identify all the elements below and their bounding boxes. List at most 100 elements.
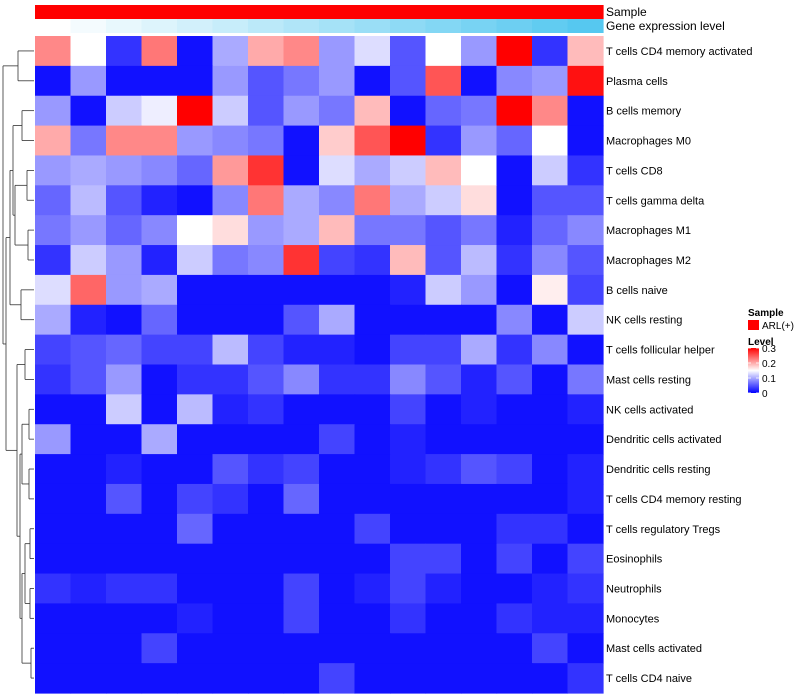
heatmap-cell bbox=[35, 454, 72, 485]
heatmap-cell bbox=[141, 543, 178, 575]
annotation-cell-Sample bbox=[141, 5, 178, 19]
heatmap-cell bbox=[425, 663, 462, 694]
heatmap-cell bbox=[425, 65, 462, 97]
heatmap-cell bbox=[496, 483, 533, 515]
heatmap-cell bbox=[390, 424, 427, 455]
heatmap-cell bbox=[461, 304, 498, 336]
heatmap-cell bbox=[212, 215, 249, 246]
heatmap-cell bbox=[283, 65, 320, 97]
heatmap-cell bbox=[496, 125, 533, 157]
heatmap-cell bbox=[319, 155, 356, 186]
annotation-cell-Sample bbox=[70, 5, 107, 19]
heatmap-cell bbox=[390, 573, 427, 605]
heatmap-cell bbox=[212, 543, 249, 575]
heatmap-cell bbox=[106, 603, 143, 634]
heatmap-cell bbox=[567, 603, 604, 634]
heatmap-cell bbox=[461, 274, 498, 306]
heatmap-cell bbox=[177, 364, 214, 395]
heatmap-cell bbox=[106, 65, 143, 97]
heatmap-cell bbox=[532, 424, 569, 455]
heatmap-cell bbox=[319, 633, 356, 664]
heatmap-cell bbox=[425, 633, 462, 664]
heatmap-cell bbox=[496, 513, 533, 545]
heatmap-cell bbox=[70, 36, 107, 67]
heatmap-cell bbox=[496, 603, 533, 634]
heatmap-cell bbox=[35, 364, 72, 395]
legend-level-title: Level bbox=[748, 337, 774, 348]
heatmap-cell bbox=[319, 424, 356, 455]
annotation-cell-Sample bbox=[496, 5, 533, 19]
heatmap-cell bbox=[106, 633, 143, 664]
row-dendrogram bbox=[2, 50, 34, 679]
annotation-cell-gene-expression bbox=[461, 19, 498, 33]
heatmap-cell bbox=[212, 125, 249, 157]
heatmap-cell bbox=[532, 304, 569, 336]
heatmap-cell bbox=[106, 513, 143, 545]
row-label: B cells memory bbox=[606, 106, 682, 118]
heatmap-cell bbox=[141, 155, 178, 186]
heatmap-cell bbox=[567, 364, 604, 395]
heatmap-cell bbox=[461, 424, 498, 455]
heatmap-cell bbox=[390, 245, 427, 276]
heatmap-cell bbox=[496, 36, 533, 67]
heatmap-cell bbox=[567, 633, 604, 664]
row-label: NK cells activated bbox=[606, 404, 693, 416]
annotation-cell-gene-expression bbox=[319, 19, 356, 33]
annotation-cell-gene-expression bbox=[212, 19, 249, 33]
annotation-cell-Sample bbox=[319, 5, 356, 19]
row-label: Plasma cells bbox=[606, 76, 668, 88]
heatmap-cell bbox=[390, 543, 427, 575]
heatmap-cell bbox=[425, 454, 462, 485]
heatmap-cell bbox=[106, 364, 143, 395]
heatmap-cell bbox=[212, 663, 249, 694]
heatmap-cell bbox=[390, 215, 427, 246]
heatmap-cell bbox=[532, 95, 569, 127]
heatmap-cell bbox=[35, 36, 72, 67]
heatmap-cell bbox=[319, 334, 356, 366]
annotation-cell-Sample bbox=[177, 5, 214, 19]
heatmap-cell bbox=[496, 633, 533, 664]
row-label: NK cells resting bbox=[606, 315, 682, 327]
heatmap-cell bbox=[567, 155, 604, 186]
heatmap-cell bbox=[141, 603, 178, 634]
heatmap-cell bbox=[532, 394, 569, 425]
heatmap-cell bbox=[496, 424, 533, 455]
heatmap-cell bbox=[106, 215, 143, 246]
heatmap-cell bbox=[177, 95, 214, 127]
heatmap-cell bbox=[567, 215, 604, 246]
heatmap-cell bbox=[354, 543, 391, 575]
heatmap-cell bbox=[354, 245, 391, 276]
heatmap-cell bbox=[425, 364, 462, 395]
heatmap-cell bbox=[106, 483, 143, 515]
heatmap-cell bbox=[425, 185, 462, 216]
heatmap-cell bbox=[177, 304, 214, 336]
heatmap-cell bbox=[70, 334, 107, 366]
heatmap-cell bbox=[70, 65, 107, 97]
heatmap-cell bbox=[354, 125, 391, 157]
heatmap-cell bbox=[532, 36, 569, 67]
heatmap-cell bbox=[35, 633, 72, 664]
heatmap-cell bbox=[106, 36, 143, 67]
heatmap-cell bbox=[177, 185, 214, 216]
heatmap-cell bbox=[70, 245, 107, 276]
heatmap-cell bbox=[212, 185, 249, 216]
heatmap-cell bbox=[35, 65, 72, 97]
legend-level-tick-label: 0.1 bbox=[762, 374, 776, 385]
heatmap-cell bbox=[390, 155, 427, 186]
heatmap-cell bbox=[354, 304, 391, 336]
heatmap-cell bbox=[177, 36, 214, 67]
heatmap-cell bbox=[177, 573, 214, 605]
heatmap-cell bbox=[141, 394, 178, 425]
heatmap-cell bbox=[532, 334, 569, 366]
heatmap-cell bbox=[425, 603, 462, 634]
annotation-label-Sample: Sample bbox=[606, 5, 647, 19]
heatmap-cell bbox=[390, 65, 427, 97]
heatmap-cell bbox=[248, 65, 285, 97]
heatmap-cell bbox=[35, 603, 72, 634]
heatmap-cell bbox=[248, 543, 285, 575]
heatmap-cell bbox=[425, 274, 462, 306]
heatmap-cell bbox=[390, 663, 427, 694]
heatmap-cell bbox=[177, 513, 214, 545]
heatmap-cell bbox=[496, 304, 533, 336]
